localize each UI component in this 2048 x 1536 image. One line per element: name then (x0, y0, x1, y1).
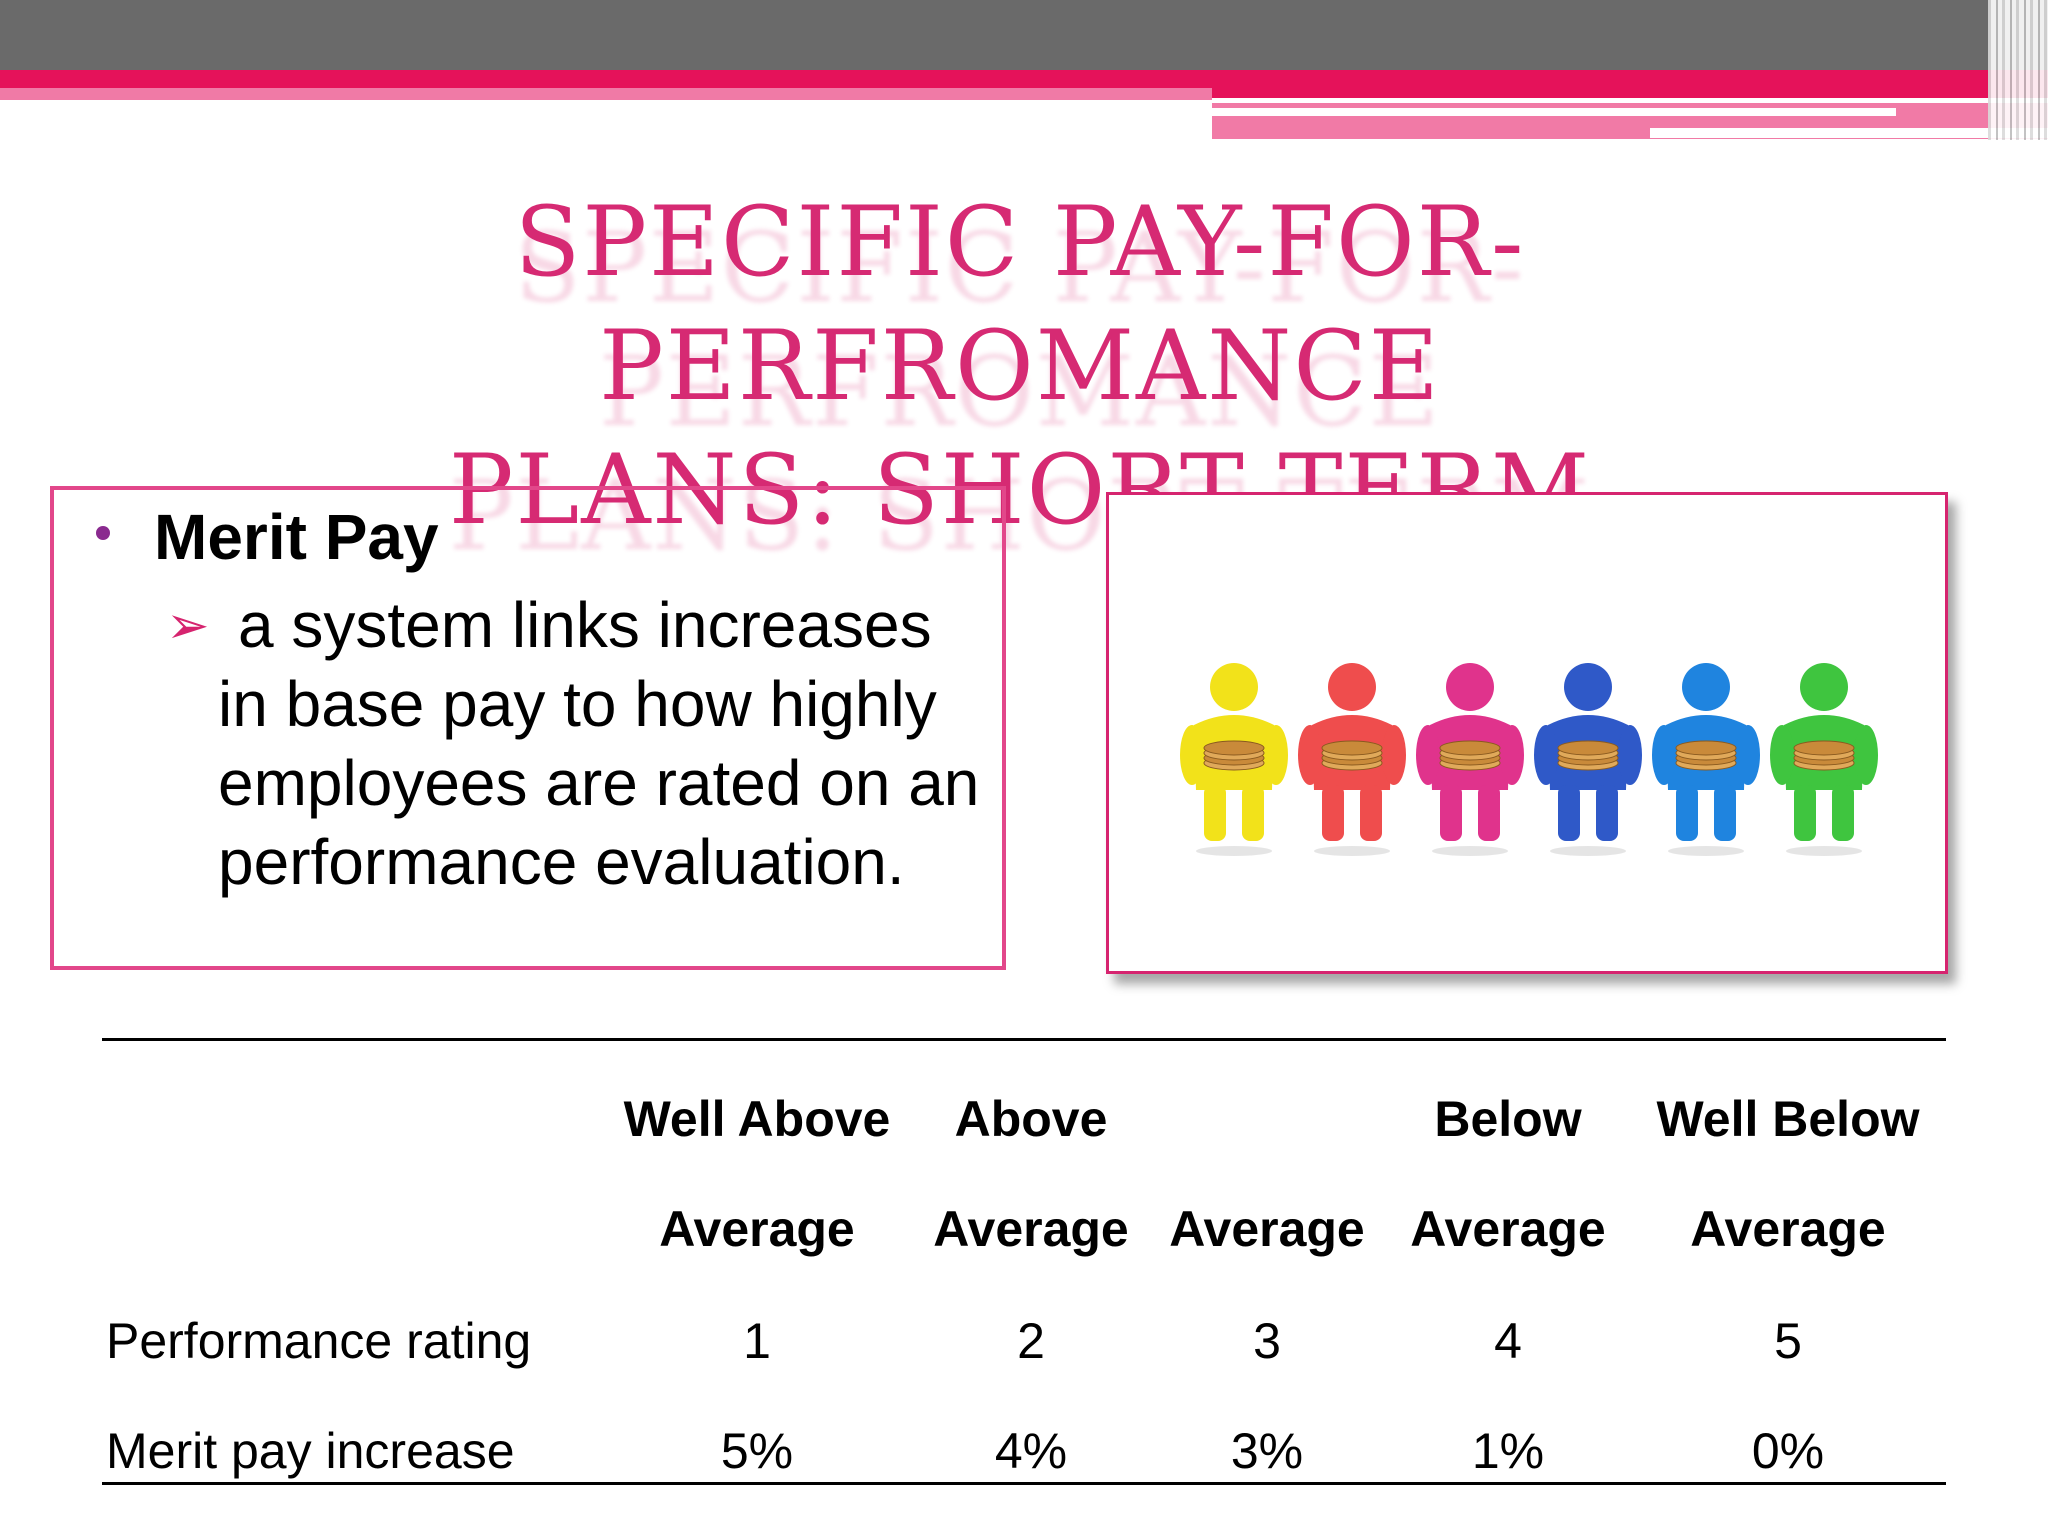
table-bottom-rule (102, 1482, 1946, 1485)
person-figure (1534, 663, 1642, 856)
table-header-col2-row2: Average (933, 1201, 1129, 1257)
slide-title-line1: SPECIFIC PAY-FOR-PERFROMANCE (514, 186, 1526, 422)
table-cell: 3% (1230, 1423, 1304, 1479)
table-header-col2-row1: Above (954, 1091, 1108, 1147)
table-cell: 5% (720, 1423, 794, 1479)
bullet-dot-icon (96, 526, 110, 540)
table-top-rule (102, 1038, 1946, 1041)
bullet-heading: Merit Pay (154, 501, 439, 573)
table-header-col5-row1: Well Below (1656, 1091, 1920, 1147)
table-header-col3-row2: Average (1169, 1201, 1365, 1257)
person-figure (1416, 663, 1524, 856)
bullet-body-text: a system links increases in base pay to … (218, 589, 980, 898)
illustration-frame (1106, 492, 1948, 974)
table-cell: 1 (743, 1313, 771, 1369)
person-figure (1652, 663, 1760, 856)
table-header-col1-row2: Average (659, 1201, 855, 1257)
table-row-label: Performance rating (106, 1313, 532, 1369)
person-figure (1770, 663, 1878, 856)
people-with-coins-illustration (1180, 663, 1878, 856)
table-cell: 3 (1253, 1313, 1281, 1369)
header-gray-band (0, 0, 2048, 70)
table-cell: 2 (1017, 1313, 1045, 1369)
header-white-line (1212, 108, 1896, 116)
table-header-col5-row2: Average (1690, 1201, 1886, 1257)
content-textbox (50, 486, 1006, 970)
table-cell: 1% (1471, 1423, 1545, 1479)
header-pink-stripe (0, 88, 1212, 100)
table-cell: 4% (994, 1423, 1068, 1479)
table-cell: 4 (1494, 1313, 1522, 1369)
table-header-col4-row2: Average (1410, 1201, 1606, 1257)
header-white-line-right (1650, 128, 2048, 138)
slide-title: SPECIFIC PAY-FOR-PERFROMANCE PLANS: SHOR… (120, 180, 1920, 552)
table-cell: 5 (1774, 1313, 1802, 1369)
table-header-col1-row1: Well Above (623, 1091, 891, 1147)
table-header-col4-row1: Below (1434, 1091, 1582, 1147)
person-figure (1180, 663, 1288, 856)
person-figure (1298, 663, 1406, 856)
arrow-bullet-icon: ➢ (166, 596, 210, 656)
table-cell: 0% (1751, 1423, 1825, 1479)
header-edge-lines (1988, 0, 2048, 140)
table-row-label: Merit pay increase (106, 1423, 515, 1479)
